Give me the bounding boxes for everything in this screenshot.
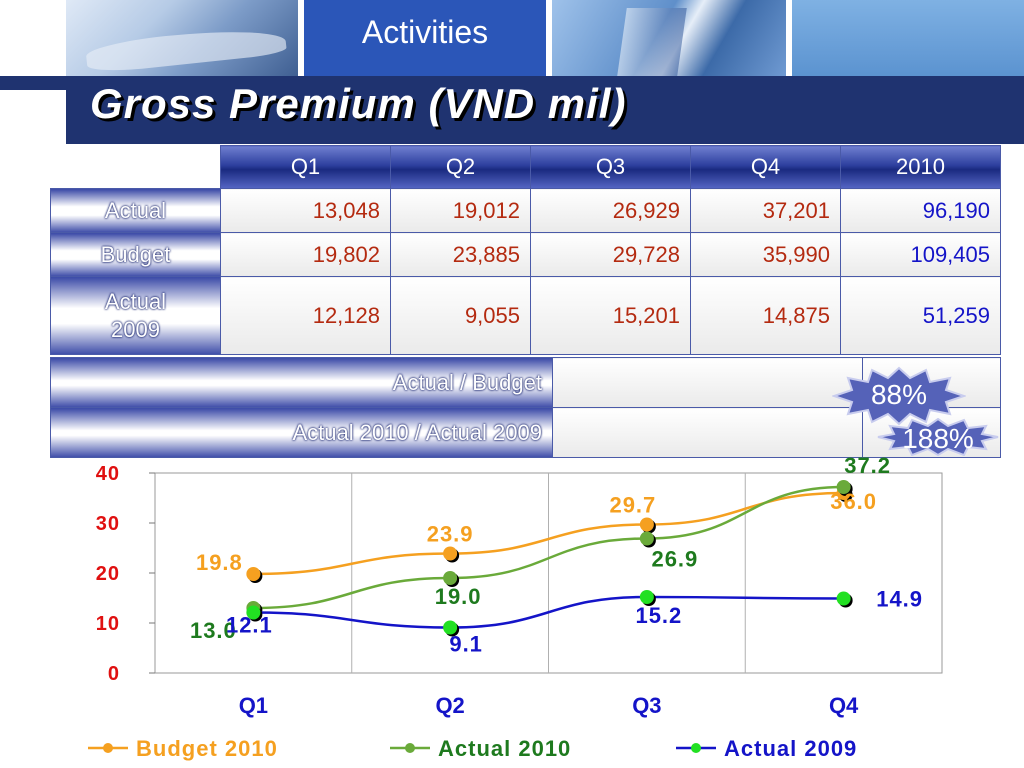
- table-total-cell: 96,190: [840, 188, 1001, 233]
- table-cell: 9,055: [390, 276, 531, 355]
- table-cell: 12,128: [220, 276, 391, 355]
- table-cell: 15,201: [530, 276, 691, 355]
- y-axis-ticks: 0 10 20 30 40: [96, 463, 155, 685]
- data-label: 19.8: [196, 550, 243, 575]
- ratio-cell: [552, 357, 863, 408]
- legend-swatch-marker: [691, 743, 701, 753]
- table-cell: 13,048: [220, 188, 391, 233]
- table-row: Actual 13,048 19,012 26,929 37,201 96,19…: [50, 188, 1001, 233]
- table-cell: 29,728: [530, 232, 691, 277]
- column-header: Q1: [220, 145, 391, 189]
- header-photo-building: [552, 0, 786, 76]
- legend-label: Actual 2010: [438, 736, 571, 761]
- data-point: [836, 591, 851, 606]
- data-label: 12.1: [226, 613, 273, 638]
- table-cell: 23,885: [390, 232, 531, 277]
- table-row: Budget 19,802 23,885 29,728 35,990 109,4…: [50, 232, 1001, 277]
- chart-legend: Budget 2010 Actual 2010 Actual 2009: [88, 736, 857, 761]
- data-point: [639, 590, 654, 604]
- table-row: Actual 2009 12,128 9,055 15,201 14,875 5…: [50, 276, 1001, 355]
- table-cell: 14,875: [690, 276, 841, 355]
- premium-table: Q1 Q2 Q3 Q4 2010 Actual 13,048 19,012 26…: [50, 145, 1001, 355]
- table-total-cell: 51,259: [840, 276, 1001, 355]
- y-tick-label: 20: [96, 563, 120, 585]
- table-header-row: Q1 Q2 Q3 Q4 2010: [50, 145, 1001, 189]
- chart-series: [246, 480, 853, 637]
- ratio-value: 188%: [902, 423, 974, 454]
- row-header: Actual 2009: [50, 276, 221, 355]
- data-label: 14.9: [876, 587, 923, 612]
- table-total-cell: 109,405: [840, 232, 1001, 277]
- data-point: [246, 605, 261, 620]
- data-point: [443, 546, 458, 561]
- ratio-label: Actual / Budget: [50, 357, 553, 408]
- chart-data-labels: 19.8 23.9 29.7 36.0 13.0 19.0 26.9 37.2 12.1 9.1 1…: [190, 456, 923, 657]
- x-tick-label: Q4: [829, 693, 859, 718]
- table-cell: 19,802: [220, 232, 391, 277]
- title-band-gap: [0, 90, 66, 144]
- header-photo-sky: [792, 0, 1024, 76]
- x-tick-label: Q2: [435, 693, 464, 718]
- column-header: 2010: [840, 145, 1001, 189]
- data-point: [639, 531, 654, 546]
- ratio-row: Actual / Budget: [50, 357, 1001, 408]
- series-line: [253, 595, 844, 629]
- ratio-badge-88: 88%: [832, 366, 966, 426]
- table-cell: 35,990: [690, 232, 841, 277]
- data-label: 23.9: [427, 522, 474, 547]
- data-point: [443, 620, 458, 635]
- data-label: 29.7: [609, 493, 656, 518]
- column-header: Q2: [390, 145, 531, 189]
- y-tick-label: 0: [108, 663, 120, 685]
- legend-swatch-marker: [405, 743, 415, 753]
- row-header: Actual: [50, 188, 221, 233]
- starburst-icon: [877, 418, 999, 456]
- title-band-edge: [0, 76, 66, 90]
- header-photo-keyboard: [66, 0, 298, 76]
- ratio-value: 88%: [871, 379, 927, 410]
- table-cell: 19,012: [390, 188, 531, 233]
- data-label: 19.0: [435, 584, 482, 609]
- ratio-cell: [552, 407, 863, 458]
- x-axis-ticks: Q1 Q2 Q3 Q4: [239, 693, 859, 718]
- legend-label: Budget 2010: [136, 736, 278, 761]
- x-tick-label: Q3: [632, 693, 661, 718]
- table-corner: [50, 145, 221, 189]
- table-cell: 26,929: [530, 188, 691, 233]
- data-label: 13.0: [190, 618, 237, 643]
- starburst-icon: [832, 366, 966, 426]
- y-tick-label: 40: [96, 463, 120, 485]
- y-tick-label: 10: [96, 613, 120, 635]
- x-tick-label: Q1: [239, 693, 268, 718]
- data-label: 37.2: [844, 456, 891, 478]
- row-header: Budget: [50, 232, 221, 277]
- ratio-row: Actual 2010 / Actual 2009: [50, 407, 1001, 458]
- column-header: Q3: [530, 145, 691, 189]
- data-point: [443, 571, 458, 585]
- legend-entries: Budget 2010 Actual 2010 Actual 2009: [88, 736, 857, 761]
- data-label: 36.0: [830, 489, 877, 514]
- y-tick-label: 30: [96, 513, 120, 535]
- column-header: Q4: [690, 145, 841, 189]
- legend-label: Actual 2009: [724, 736, 857, 761]
- section-tab-label: Activities: [361, 14, 489, 50]
- title-band: [0, 76, 1024, 144]
- data-label: 9.1: [449, 632, 483, 657]
- legend-swatch-marker: [103, 743, 113, 753]
- data-point: [246, 567, 261, 581]
- data-point: [836, 480, 851, 494]
- table-cell: 37,201: [690, 188, 841, 233]
- data-point: [639, 517, 654, 532]
- page-title: Gross Premium (VND mil): [90, 80, 627, 127]
- series-line: [253, 485, 844, 610]
- section-tab[interactable]: Activities: [304, 0, 546, 76]
- series-line: [253, 491, 844, 576]
- data-label: 15.2: [635, 603, 682, 628]
- ratio-badge-188: 188%: [877, 418, 999, 456]
- data-label: 26.9: [651, 547, 698, 572]
- ratio-label: Actual 2010 / Actual 2009: [50, 407, 553, 458]
- ratio-table: Actual / Budget Actual 2010 / Actual 200…: [50, 357, 1001, 458]
